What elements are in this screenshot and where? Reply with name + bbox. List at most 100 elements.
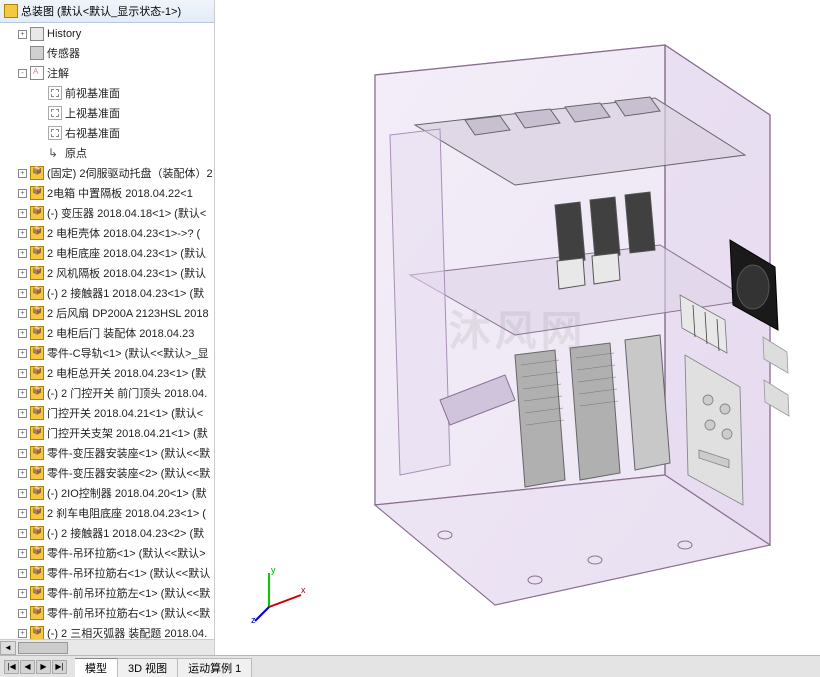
asm-icon <box>30 546 44 560</box>
tree-item[interactable]: - 注解 <box>0 63 214 83</box>
tree-item[interactable]: +零件-C导轨<1> (默认<<默认>_显 <box>0 343 214 363</box>
assembly-root-icon <box>4 4 18 18</box>
expand-toggle[interactable]: + <box>18 229 27 238</box>
expand-toggle[interactable]: + <box>18 509 27 518</box>
tree-item-label: 零件-变压器安装座<2> (默认<<默 <box>47 465 210 481</box>
tree-horizontal-scrollbar[interactable]: ◄ <box>0 639 214 655</box>
tree-item-label: (-) 变压器 2018.04.18<1> (默认< <box>47 205 206 221</box>
tree-item-label: 零件-吊环拉筋右<1> (默认<<默认 <box>47 565 210 581</box>
expand-toggle[interactable]: + <box>18 389 27 398</box>
tab-运动算例 1[interactable]: 运动算例 1 <box>178 658 252 677</box>
expand-toggle[interactable]: + <box>18 30 27 39</box>
expand-toggle[interactable]: + <box>18 469 27 478</box>
tree-item-label: History <box>47 28 81 40</box>
tree-item[interactable]: + (-) 2 三相灭弧器 装配题 2018.04. <box>0 623 214 639</box>
asm-icon <box>30 606 44 620</box>
expand-toggle[interactable]: + <box>18 289 27 298</box>
tree-item[interactable]: +零件-前吊环拉筋右<1> (默认<<默 <box>0 603 214 623</box>
tree-item[interactable]: + 零件-吊环拉筋右<1> (默认<<默认 <box>0 563 214 583</box>
tree-item-label: (-) 2 接触器1 2018.04.23<2> (默 <box>47 525 204 541</box>
tree-body[interactable]: + History 传感器 - 注解前视基准面上视基准面右视基准面原点+(固定) 2伺服… <box>0 23 214 639</box>
tree-item[interactable]: + 门控开关 2018.04.21<1> (默认< <box>0 403 214 423</box>
asm-icon <box>30 406 44 420</box>
tree-item[interactable]: 前视基准面 <box>0 83 214 103</box>
tree-item[interactable]: +2 刹车电阻底座 2018.04.23<1> ( <box>0 503 214 523</box>
expand-toggle[interactable]: + <box>18 569 27 578</box>
scroll-thumb[interactable] <box>18 642 68 654</box>
asm-icon <box>30 586 44 600</box>
expand-toggle[interactable]: + <box>18 209 27 218</box>
expand-toggle[interactable]: + <box>18 169 27 178</box>
expand-toggle[interactable]: + <box>18 529 27 538</box>
tree-item-label: 门控开关 2018.04.21<1> (默认< <box>47 405 203 421</box>
tab-last-button[interactable]: ▶| <box>52 660 67 674</box>
expand-toggle[interactable]: + <box>18 609 27 618</box>
tree-item[interactable]: +(-) 2 门控开关 前门顶头 2018.04. <box>0 383 214 403</box>
tree-item[interactable]: +(-) 2IO控制器 2018.04.20<1> (默 <box>0 483 214 503</box>
scroll-left-arrow[interactable]: ◄ <box>0 641 16 655</box>
tree-item-label: 前视基准面 <box>65 85 120 101</box>
tree-item[interactable]: + 零件-变压器安装座<1> (默认<<默 <box>0 443 214 463</box>
tree-item[interactable]: +2 风机隔板 2018.04.23<1> (默认 <box>0 263 214 283</box>
tab-prev-button[interactable]: ◀ <box>20 660 35 674</box>
expand-toggle[interactable]: + <box>18 369 27 378</box>
expand-toggle[interactable]: + <box>18 269 27 278</box>
tree-item[interactable]: +(固定) 2伺服驱动托盘（装配体）2 <box>0 163 214 183</box>
asm-icon <box>30 226 44 240</box>
tree-item-label: (-) 2 接触器1 2018.04.23<1> (默 <box>47 285 204 301</box>
tree-item[interactable]: +2 电柜底座 2018.04.23<1> (默认 <box>0 243 214 263</box>
tree-item[interactable]: + 零件-前吊环拉筋左<1> (默认<<默 <box>0 583 214 603</box>
root-label: 总装图 (默认<默认_显示状态-1>) <box>21 3 181 19</box>
tree-root-header[interactable]: 总装图 (默认<默认_显示状态-1>) <box>0 0 214 23</box>
asm-icon <box>30 446 44 460</box>
expand-toggle[interactable]: + <box>18 309 27 318</box>
tree-item[interactable]: +2 电柜后门 装配体 2018.04.23 <box>0 323 214 343</box>
sensor-icon <box>30 46 44 60</box>
feature-tree-panel: 总装图 (默认<默认_显示状态-1>) + History 传感器 - 注解前视基准面上… <box>0 0 215 655</box>
tree-item[interactable]: + (-) 变压器 2018.04.18<1> (默认< <box>0 203 214 223</box>
tree-item[interactable]: + 零件-变压器安装座<2> (默认<<默 <box>0 463 214 483</box>
expand-toggle[interactable]: + <box>18 249 27 258</box>
hist-icon <box>30 27 44 41</box>
tree-item[interactable]: +门控开关支架 2018.04.21<1> (默 <box>0 423 214 443</box>
tab-模型[interactable]: 模型 <box>75 658 118 677</box>
expand-toggle[interactable]: + <box>18 629 27 638</box>
tree-item[interactable]: + (-) 2 接触器1 2018.04.23<2> (默 <box>0 523 214 543</box>
asm-icon <box>30 186 44 200</box>
3d-viewport[interactable]: 沐风网 y x z <box>215 0 820 655</box>
tree-item[interactable]: +2 电柜壳体 2018.04.23<1>->? ( <box>0 223 214 243</box>
svg-text:y: y <box>271 565 276 575</box>
expand-toggle[interactable]: + <box>18 429 27 438</box>
expand-toggle[interactable]: + <box>18 549 27 558</box>
tree-item[interactable]: +2电箱 中置隔板 2018.04.22<1 <box>0 183 214 203</box>
tree-item[interactable]: 传感器 <box>0 43 214 63</box>
tree-item[interactable]: 上视基准面 <box>0 103 214 123</box>
tab-next-button[interactable]: ▶ <box>36 660 51 674</box>
expand-toggle[interactable]: - <box>18 69 27 78</box>
tree-item-label: 零件-变压器安装座<1> (默认<<默 <box>47 445 210 461</box>
tree-item-label: 注解 <box>47 65 69 81</box>
tree-item[interactable]: + History <box>0 25 214 43</box>
tree-item-label: 2 风机隔板 2018.04.23<1> (默认 <box>47 265 206 281</box>
tree-item-label: 零件-前吊环拉筋左<1> (默认<<默 <box>47 585 210 601</box>
asm-icon <box>30 246 44 260</box>
expand-toggle[interactable]: + <box>18 449 27 458</box>
tree-item[interactable]: +2 电柜总开关 2018.04.23<1> (默 <box>0 363 214 383</box>
asm-icon <box>30 386 44 400</box>
tree-item-label: 2 电柜后门 装配体 2018.04.23 <box>47 325 194 341</box>
tree-item[interactable]: 右视基准面 <box>0 123 214 143</box>
expand-toggle[interactable]: + <box>18 329 27 338</box>
tree-item[interactable]: +2 后风扇 DP200A 2123HSL 2018 <box>0 303 214 323</box>
tree-item[interactable]: + (-) 2 接触器1 2018.04.23<1> (默 <box>0 283 214 303</box>
expand-toggle[interactable]: + <box>18 189 27 198</box>
tree-item[interactable]: 原点 <box>0 143 214 163</box>
tab-3D 视图[interactable]: 3D 视图 <box>118 658 178 677</box>
expand-toggle[interactable]: + <box>18 409 27 418</box>
expand-toggle[interactable]: + <box>18 589 27 598</box>
tree-item[interactable]: +零件-吊环拉筋<1> (默认<<默认> <box>0 543 214 563</box>
expand-toggle[interactable]: + <box>18 489 27 498</box>
tab-first-button[interactable]: |◀ <box>4 660 19 674</box>
expand-toggle[interactable]: + <box>18 349 27 358</box>
tree-item-label: (-) 2 三相灭弧器 装配题 2018.04. <box>47 625 207 639</box>
plane-icon <box>48 106 62 120</box>
